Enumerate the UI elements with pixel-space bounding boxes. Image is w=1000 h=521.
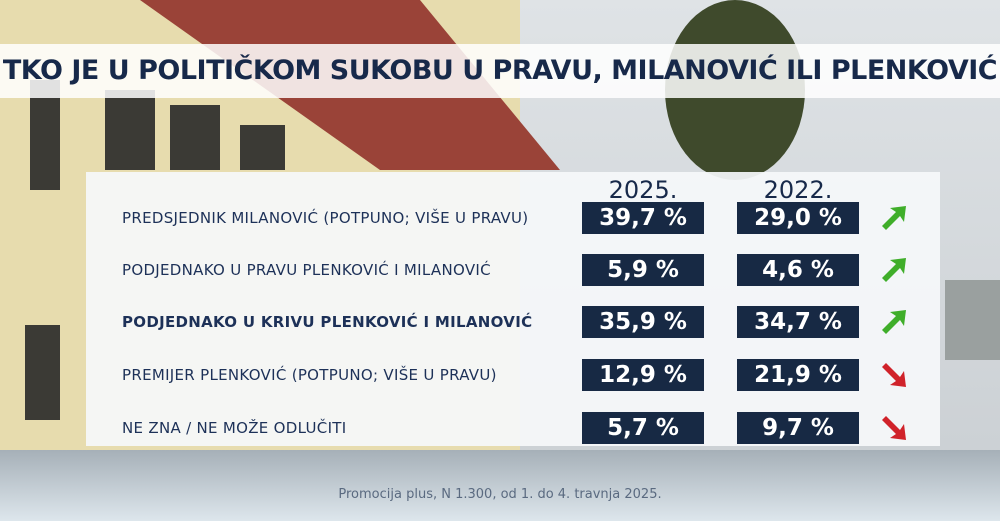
row-label: PODJEDNAKO U KRIVU PLENKOVIĆ I MILANOVIĆ [122,313,533,331]
value-box: 29,0 % [737,202,859,234]
trend-up [882,310,906,334]
trend-down [882,416,906,440]
footer-note: Promocija plus, N 1.300, od 1. do 4. tra… [338,487,662,502]
row-label: NE ZNA / NE MOŽE ODLUČITI [122,419,347,437]
value-box: 34,7 % [737,306,859,338]
value-box: 5,7 % [582,412,704,444]
value-box: 35,9 % [582,306,704,338]
column-header: 2022. [763,176,833,204]
trend-down [882,363,906,387]
row-label: PODJEDNAKO U PRAVU PLENKOVIĆ I MILANOVIĆ [122,261,491,279]
value-box: 12,9 % [582,359,704,391]
trend-up [882,206,906,230]
column-header: 2025. [608,176,678,204]
row-label: PREMIJER PLENKOVIĆ (POTPUNO; VIŠE U PRAV… [122,366,497,384]
value-box: 21,9 % [737,359,859,391]
value-box: 39,7 % [582,202,704,234]
value-box: 5,9 % [582,254,704,286]
value-box: 9,7 % [737,412,859,444]
title: TKO JE U POLITIČKOM SUKOBU U PRAVU, MILA… [0,44,1000,98]
value-box: 4,6 % [737,254,859,286]
row-label: PREDSJEDNIK MILANOVIĆ (POTPUNO; VIŠE U P… [122,209,529,227]
trend-up [882,258,906,282]
